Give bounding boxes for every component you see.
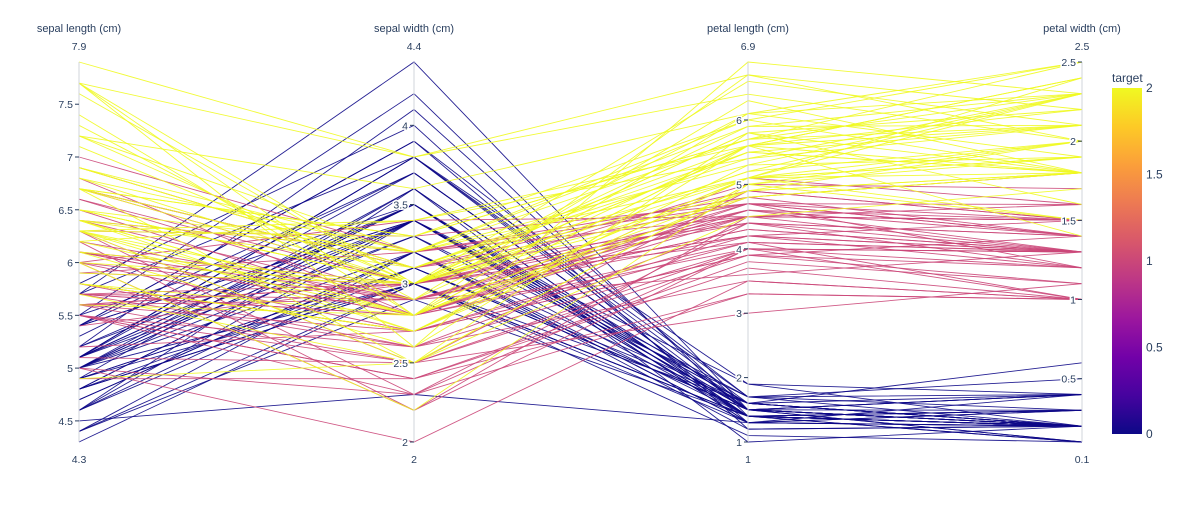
axis-4[interactable]: petal width (cm) 2.5 0.1 0.5 1 1.5 2 2.5 [1043, 23, 1121, 466]
data-line [78, 172, 1083, 285]
tick-label: 1 [736, 437, 742, 449]
tick-label: 6 [736, 115, 742, 127]
colorbar-tick-label: 0.5 [1146, 341, 1163, 355]
data-line [78, 93, 1083, 269]
tick-label: 5 [736, 179, 742, 191]
data-line [78, 235, 1083, 295]
tick-label: 5.5 [58, 310, 73, 322]
colorbar-title: target [1112, 71, 1143, 85]
data-line [78, 222, 1083, 396]
colorbar-tick-label: 0 [1146, 427, 1153, 441]
data-line [78, 132, 1083, 285]
data-line [78, 183, 1083, 411]
data-line [78, 74, 1083, 316]
tick-label: 4.5 [58, 416, 73, 428]
data-line [78, 151, 1083, 269]
axis-title: sepal width (cm) [374, 23, 454, 35]
data-line [78, 145, 1083, 348]
data-line [78, 283, 1083, 443]
data-line [78, 283, 1083, 364]
axis-min-label: 1 [745, 454, 751, 466]
axes: sepal length (cm)7.94.34.555.566.577.5se… [37, 23, 1121, 466]
data-line [78, 93, 1083, 242]
data-line [78, 77, 1083, 269]
data-line [78, 248, 1083, 364]
data-lines [78, 61, 1083, 443]
data-line [78, 203, 1083, 404]
tick-label: 3 [736, 308, 742, 320]
data-line [78, 156, 1083, 332]
tick-label: 6.5 [58, 205, 73, 217]
tick-label: 1.5 [1061, 215, 1076, 227]
axis-title: petal width (cm) [1043, 23, 1121, 35]
data-line [78, 61, 1083, 158]
data-line [78, 172, 1083, 427]
data-line [78, 172, 1083, 285]
data-line [78, 204, 1083, 264]
data-line [78, 119, 1083, 253]
data-line [78, 156, 1083, 332]
tick-label: 2 [736, 373, 742, 385]
tick-label: 7.5 [58, 99, 73, 111]
data-line [78, 251, 1083, 432]
axis-1[interactable]: sepal length (cm) 7.9 4.3 4.5 5 5.5 6 6.5 7 7.5 [37, 23, 121, 466]
axis-title: sepal length (cm) [37, 23, 121, 35]
data-line [78, 172, 1083, 427]
tick-label: 5 [67, 363, 73, 375]
tick-label: 3.5 [393, 200, 408, 212]
data-line [78, 156, 1083, 364]
data-line [78, 229, 1083, 300]
data-line [78, 222, 1083, 348]
data-line [78, 61, 1083, 237]
tick-label: 2.5 [393, 358, 408, 370]
data-line [78, 267, 1083, 380]
tick-label: 2.5 [1061, 57, 1076, 69]
axis-max-label: 4.4 [407, 41, 422, 53]
tick-label: 2 [402, 437, 408, 449]
data-line [78, 394, 1083, 424]
axis-max-label: 2.5 [1075, 41, 1090, 53]
tick-label: 2 [1070, 136, 1076, 148]
axis-min-label: 4.3 [72, 454, 87, 466]
axis-3[interactable]: petal length (cm) 6.9 11 2 3 4 5 6 [707, 23, 789, 466]
colorbar-tick-label: 1 [1146, 254, 1153, 268]
axis-min-label: 0.1 [1075, 454, 1090, 466]
data-line [78, 61, 1083, 237]
data-line [78, 140, 1083, 316]
data-line [78, 61, 1083, 190]
tick-label: 4 [736, 244, 742, 256]
axis-title: petal length (cm) [707, 23, 789, 35]
tick-label: 4 [402, 120, 408, 132]
axis-min-label: 2 [411, 454, 417, 466]
data-line [78, 140, 1083, 285]
colorbar: target 0 0.5 1 1.5 2 [1112, 71, 1163, 441]
axis-2[interactable]: sepal width (cm) 4.4 22 2.5 3 3.5 4 [374, 23, 454, 466]
axis-max-label: 7.9 [72, 41, 87, 53]
colorbar-tick-label: 1.5 [1146, 168, 1163, 182]
data-line [78, 293, 1083, 395]
data-line [78, 241, 1083, 316]
tick-label: 3 [402, 279, 408, 291]
data-line [78, 280, 1083, 348]
colorbar-tick-label: 2 [1146, 81, 1153, 95]
tick-label: 0.5 [1061, 374, 1076, 386]
data-line [78, 82, 1083, 285]
data-line [78, 74, 1083, 158]
tick-label: 7 [67, 152, 73, 164]
data-line [78, 156, 1083, 427]
colorbar-gradient [1112, 88, 1142, 434]
data-line [78, 283, 1083, 443]
axis-max-label: 6.9 [741, 41, 756, 53]
tick-label: 1 [1070, 295, 1076, 307]
tick-label: 6 [67, 258, 73, 270]
